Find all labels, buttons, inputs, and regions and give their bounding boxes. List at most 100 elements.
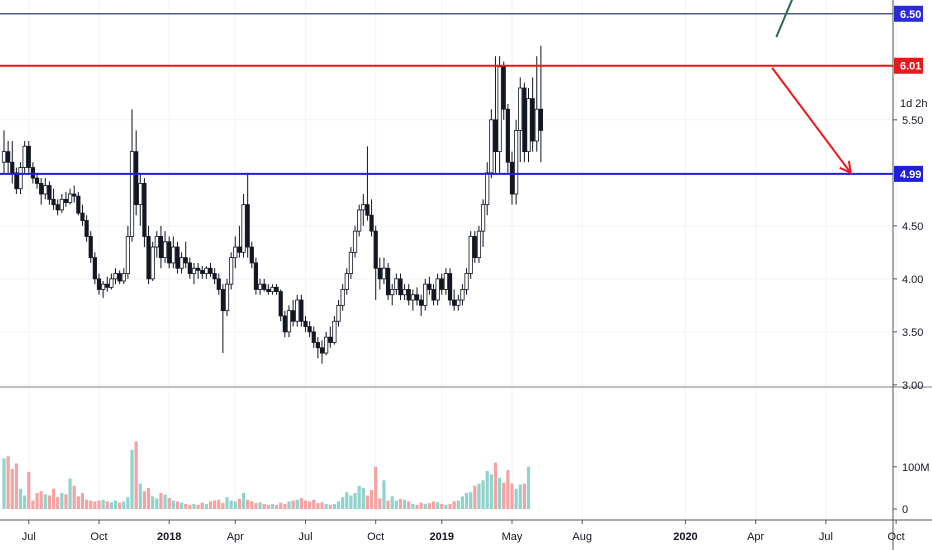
volume-bar [452, 501, 456, 509]
volume-bar [481, 480, 485, 509]
volume-bar [283, 503, 287, 509]
volume-bar [101, 499, 105, 509]
volume-bar [2, 458, 6, 509]
volume-bar [295, 499, 299, 509]
candle-body [26, 145, 31, 168]
candle-body [274, 286, 279, 292]
volume-bar [369, 490, 374, 509]
time-tick-label: Apr [227, 531, 244, 543]
candle-body [125, 236, 130, 274]
candle-body [1, 151, 7, 163]
volume-bar [142, 491, 147, 509]
volume-bar [151, 496, 155, 509]
trend-line[interactable] [775, 0, 794, 38]
arrow-line[interactable] [771, 67, 852, 174]
volume-bar [155, 498, 159, 509]
candle-body [179, 257, 184, 269]
volume-bar [473, 485, 477, 509]
candle-body [286, 310, 292, 333]
price-label-box [894, 57, 923, 74]
countdown-label: 1d 2h [900, 98, 928, 110]
price-label-box [894, 5, 923, 22]
candle-body [534, 108, 539, 142]
price-tick-label: 5.50 [902, 115, 923, 127]
candle-body [59, 198, 64, 211]
volume-bar [60, 492, 64, 509]
candle-body [245, 204, 250, 248]
candle-body [208, 267, 213, 274]
candle-body [67, 193, 73, 203]
candle-body [266, 289, 271, 292]
time-tick-label: Jul [22, 531, 36, 543]
volume-bar [184, 503, 188, 509]
candle-body [443, 273, 449, 290]
volume-tick-label: 100M [902, 462, 930, 474]
volume-bar [448, 503, 452, 509]
volume-bar [43, 494, 47, 509]
candle-body [394, 278, 399, 290]
volume-bar [80, 492, 85, 509]
candle-body [336, 304, 341, 322]
candle-body [538, 108, 544, 131]
volume-bar [274, 504, 279, 509]
candle-body [373, 230, 378, 269]
candle-body [381, 267, 387, 280]
candle-body [175, 246, 180, 269]
candle-body [332, 320, 337, 343]
candle-body [476, 230, 482, 259]
candle-body [117, 273, 122, 282]
volume-bar [378, 498, 382, 509]
candle-body [369, 214, 374, 232]
volume-bar [14, 463, 18, 509]
candle-body [402, 289, 407, 296]
time-axis[interactable]: Jul Oct 2018 Apr Jul Oct 2019 May Aug 2020 Apr Jul O… [22, 520, 905, 543]
time-tick-label: Aug [572, 531, 592, 543]
volume-bar [270, 503, 275, 509]
volume-bar [188, 504, 192, 509]
candle-body [299, 299, 304, 322]
candle-body [290, 310, 296, 322]
volume-bar [485, 471, 489, 509]
candle-body [340, 289, 345, 306]
candle-body [229, 257, 234, 285]
candle-body [262, 283, 267, 290]
volume-bar [361, 487, 365, 509]
volume-bar [126, 497, 130, 509]
price-axis[interactable]: 3.003.504.004.505.506.00 [893, 62, 923, 392]
candle-body [55, 204, 60, 211]
candle-body [456, 299, 461, 306]
candle-body [526, 98, 531, 153]
candle-body [237, 246, 242, 253]
time-tick-label: May [502, 531, 523, 543]
candle-body [518, 87, 523, 131]
candle-body [22, 145, 27, 168]
volume-bar [411, 503, 415, 509]
candle-body [249, 246, 254, 264]
volume-bar [390, 496, 394, 509]
price-label-text: 4.99 [900, 169, 921, 181]
candle-body [468, 236, 473, 274]
volume-bar [179, 502, 184, 509]
volume-bar [118, 502, 122, 509]
candle-body [311, 331, 316, 343]
time-tick-label: Oct [888, 531, 905, 543]
volume-bar [398, 498, 403, 509]
volume-bar [221, 503, 225, 509]
price-label-text: 6.01 [900, 61, 921, 73]
candle-body [101, 283, 106, 290]
candle-body [138, 183, 143, 206]
volume-bar [403, 499, 407, 509]
volume-bar [316, 503, 320, 509]
volume-axis[interactable]: 0 100M [893, 462, 930, 516]
candle-body [96, 278, 102, 290]
candle-body [167, 241, 172, 264]
volume-bar [349, 495, 353, 509]
volume-bar [159, 492, 163, 509]
volume-bar [35, 492, 39, 509]
candle-body [158, 236, 164, 259]
candle-body [344, 273, 349, 290]
candle-body [80, 212, 85, 221]
candle-body [365, 204, 370, 216]
price-tick-label: 4.50 [902, 221, 923, 233]
